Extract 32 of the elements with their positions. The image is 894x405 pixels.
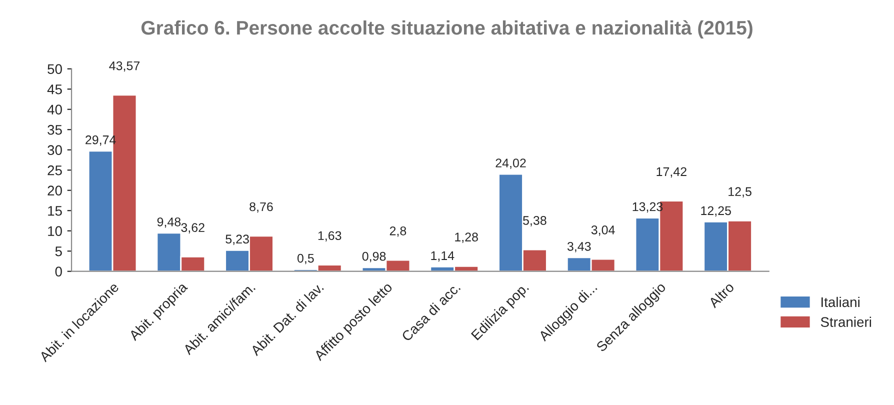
data-label: 0,5 bbox=[297, 254, 314, 264]
y-tick-label: 30 bbox=[48, 145, 62, 156]
y-tick-label: 5 bbox=[55, 246, 62, 256]
data-label: 5,23 bbox=[226, 234, 249, 246]
chart-title: Grafico 6. Persone accolte situazione abitativa e nazionalità (2015) bbox=[141, 20, 752, 39]
data-label: 5,38 bbox=[523, 216, 546, 226]
data-label: 1,63 bbox=[318, 231, 342, 242]
y-tick-label: 45 bbox=[47, 84, 62, 94]
data-label: 3,62 bbox=[181, 223, 204, 234]
data-label: 2,8 bbox=[390, 226, 406, 237]
y-tick-label: 40 bbox=[47, 104, 62, 115]
data-label: 17,42 bbox=[656, 167, 686, 178]
y-tick-label: 50 bbox=[48, 64, 62, 74]
y-tick-label: 35 bbox=[48, 124, 62, 135]
data-label: 24,02 bbox=[496, 158, 526, 169]
data-label: 12,25 bbox=[701, 206, 731, 217]
y-tick-label: 15 bbox=[48, 206, 62, 216]
data-label: 1,28 bbox=[455, 232, 478, 243]
data-label: 9,48 bbox=[157, 217, 181, 228]
data-label: 3,43 bbox=[567, 242, 591, 252]
data-label: 43,57 bbox=[109, 61, 140, 72]
data-label: 0,98 bbox=[362, 252, 386, 262]
y-tick-label: 0 bbox=[55, 266, 62, 277]
legend-label: Italiani bbox=[822, 296, 860, 308]
legend-label: Stranieri bbox=[820, 316, 872, 327]
data-label: 1,14 bbox=[431, 251, 454, 262]
y-tick-label: 25 bbox=[48, 165, 62, 176]
data-label: 12,5 bbox=[728, 187, 752, 198]
y-tick-label: 20 bbox=[48, 186, 62, 196]
data-label: 8,76 bbox=[250, 202, 273, 213]
data-label: 3,04 bbox=[591, 225, 615, 236]
y-tick-label: 10 bbox=[48, 226, 62, 236]
